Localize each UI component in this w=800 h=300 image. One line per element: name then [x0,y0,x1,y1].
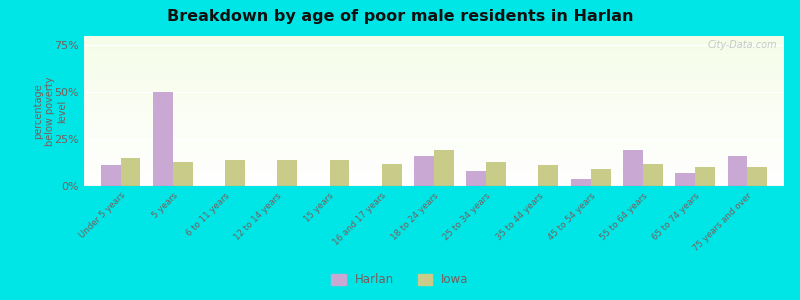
Bar [727,156,747,186]
Bar [434,150,454,186]
Bar [278,160,297,186]
Bar [121,158,141,186]
Bar [695,167,715,186]
Bar [466,171,486,186]
Bar [330,160,350,186]
Bar [153,92,173,186]
Bar [675,173,695,186]
Bar [173,162,193,186]
Bar [414,156,434,186]
Bar [538,165,558,186]
Y-axis label: percentage
below poverty
level: percentage below poverty level [34,76,67,146]
Text: City-Data.com: City-Data.com [707,40,777,50]
Bar [747,167,767,186]
Bar [623,150,643,186]
Bar [486,162,506,186]
Bar [590,169,610,186]
Text: Breakdown by age of poor male residents in Harlan: Breakdown by age of poor male residents … [166,9,634,24]
Legend: Harlan, Iowa: Harlan, Iowa [326,269,474,291]
Bar [101,165,121,186]
Bar [643,164,663,186]
Bar [382,164,402,186]
Bar [225,160,245,186]
Bar [571,178,590,186]
